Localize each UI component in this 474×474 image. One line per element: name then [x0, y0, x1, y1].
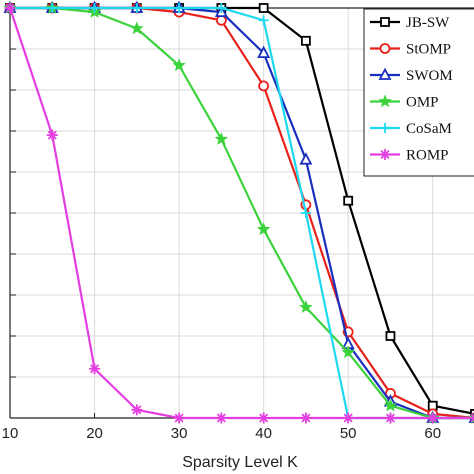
data-point	[343, 195, 354, 206]
data-point	[469, 413, 474, 423]
legend-marker	[380, 17, 390, 27]
legend-marker	[378, 94, 392, 108]
data-point	[89, 3, 100, 13]
x-axis-label: Sparsity Level K	[182, 454, 298, 471]
legend-box	[363, 8, 474, 177]
legend-label: SWOM	[406, 68, 453, 84]
data-point	[215, 14, 227, 26]
legend-label: CoSaM	[406, 121, 452, 137]
x-tick-label: 40	[255, 425, 272, 442]
data-point	[257, 45, 271, 58]
legend-marker	[379, 43, 391, 54]
legend-entry: SWOM	[370, 67, 453, 84]
legend-label: ROMP	[406, 148, 449, 164]
legend-marker	[379, 149, 391, 160]
data-point	[47, 3, 58, 13]
series-layer	[3, 0, 474, 424]
legend-label: JB-SW	[406, 15, 450, 31]
data-point	[258, 412, 270, 424]
legend-marker	[380, 123, 390, 133]
legend-marker	[378, 67, 392, 80]
data-point	[130, 21, 144, 35]
data-point	[301, 35, 311, 46]
y-axis-ticks	[10, 7, 16, 419]
data-point	[384, 412, 396, 424]
x-axis-ticks: 10 20 30 40 50 60	[2, 413, 441, 442]
x-tick-label: 50	[340, 425, 357, 442]
data-point	[173, 412, 185, 424]
data-point	[174, 3, 185, 13]
legend-entry: ROMP	[370, 148, 449, 164]
x-tick-label: 20	[86, 425, 103, 442]
legend-entry: JB-SW	[370, 15, 450, 31]
series-line	[10, 6, 474, 420]
data-point	[258, 80, 270, 92]
data-point	[258, 15, 269, 26]
data-point	[300, 412, 312, 424]
data-point	[216, 3, 227, 13]
legend-entry: OMP	[370, 94, 439, 111]
x-tick-label: 30	[171, 425, 188, 442]
data-point	[214, 132, 229, 145]
x-tick-label: 60	[424, 425, 441, 442]
legend-label: StOMP	[406, 42, 451, 58]
legend: JB-SW StOMP SWOM OMP CoSaM ROMP	[363, 8, 474, 177]
data-point	[89, 363, 101, 375]
data-point	[341, 345, 355, 359]
data-point	[427, 412, 439, 424]
data-point	[4, 2, 16, 14]
data-point	[215, 412, 227, 424]
data-point	[46, 129, 58, 141]
data-point	[258, 3, 269, 13]
data-point	[385, 331, 396, 341]
data-point	[172, 58, 186, 72]
data-point	[256, 222, 271, 236]
data-point	[299, 152, 313, 165]
legend-entry: StOMP	[370, 42, 451, 58]
legend-entry: CoSaM	[370, 121, 452, 137]
series-line	[8, 7, 474, 420]
data-point	[299, 300, 313, 314]
data-point	[131, 404, 143, 416]
data-point	[131, 3, 142, 13]
x-tick-label: 10	[2, 425, 19, 442]
data-point	[383, 398, 398, 412]
data-point	[300, 208, 311, 218]
data-point	[342, 412, 354, 424]
legend-label: OMP	[406, 95, 439, 111]
series-romp	[4, 2, 474, 424]
